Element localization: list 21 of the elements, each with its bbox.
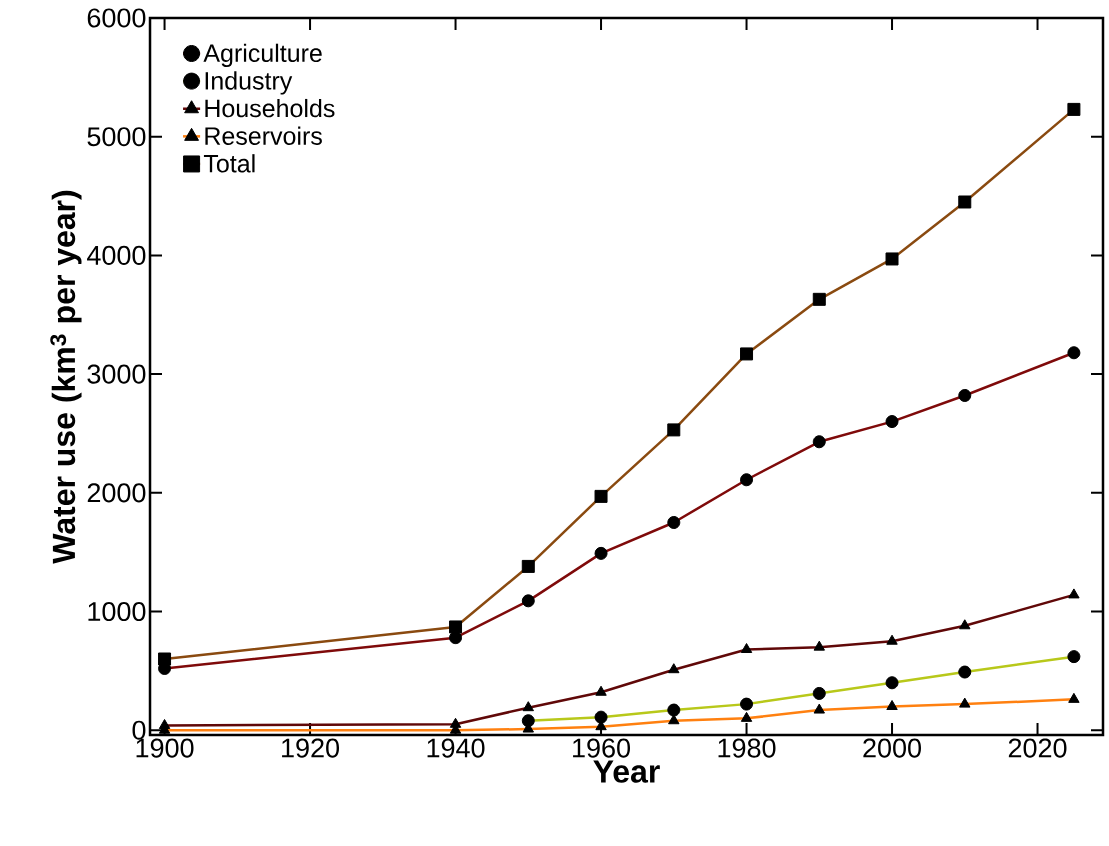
legend-label: Industry <box>205 71 293 95</box>
y-tick-label: 4000 <box>87 245 146 265</box>
y-tick-label: 3000 <box>87 364 146 384</box>
x-tick-label: 2020 <box>1008 738 1067 758</box>
y-tick-label: 5000 <box>87 127 146 147</box>
legend-label: Households <box>205 98 335 118</box>
y-tick-label: 2000 <box>87 483 146 503</box>
legend-label: Agriculture <box>203 43 322 68</box>
x-tick-label: 2000 <box>863 738 921 758</box>
x-tick-label: 1940 <box>427 738 485 758</box>
y-tick-label: 1000 <box>88 601 146 622</box>
y-tick-label: 6000 <box>87 8 146 28</box>
x-tick-label: 1920 <box>282 738 340 758</box>
legend-label: Total <box>203 154 255 173</box>
y-axis-title: Water use (km$^{3}$ per year) <box>50 190 82 564</box>
legend-label: Reservoirs <box>205 126 322 145</box>
x-axis-title: Year <box>593 760 660 783</box>
x-tick-label: 1980 <box>718 738 776 758</box>
x-tick-label: 1900 <box>136 738 194 758</box>
y-tick-label: 0 <box>132 720 146 740</box>
x-tick-label: 1960 <box>573 738 630 758</box>
